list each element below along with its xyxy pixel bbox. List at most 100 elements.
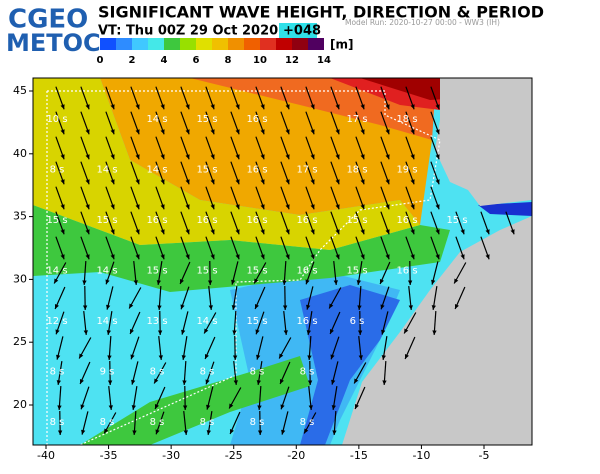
period-label: 16 s — [396, 215, 417, 226]
arrow-head — [279, 353, 284, 359]
period-label: 18 s — [396, 114, 417, 125]
arrow-head — [307, 355, 312, 360]
period-label: 8 s — [200, 417, 215, 428]
arrow-head — [260, 204, 265, 210]
period-label: 16 s — [146, 215, 167, 226]
period-label: 15 s — [246, 266, 267, 277]
valid-time: VT: Thu 00Z 29 Oct 2020 — [98, 24, 278, 39]
period-label: 8 s — [150, 367, 165, 378]
y-tick-label: 20 — [13, 398, 27, 411]
colorbar-tick-label: 0 — [97, 55, 104, 66]
arrow-head — [185, 179, 190, 185]
map-field — [32, 77, 533, 446]
arrow-head — [135, 104, 140, 110]
arrow-head — [354, 378, 359, 384]
y-tick-label: 25 — [13, 335, 27, 348]
arrow-head — [210, 179, 215, 185]
colorbar-tick-label: 6 — [193, 55, 200, 66]
arrow-head — [235, 204, 240, 210]
period-label: 8 s — [50, 417, 65, 428]
x-tick-label: -30 — [162, 449, 180, 462]
period-label: 10 s — [46, 114, 67, 125]
period-label: 8 s — [200, 367, 215, 378]
axes: -40 -35 -30 -25 -20 -15 -10 -5 20 25 30 35 40 45 — [13, 84, 489, 462]
colorbar-tick-label: 2 — [129, 55, 136, 66]
arrow-head — [210, 254, 215, 260]
period-label: 8 s — [250, 367, 265, 378]
arrow-head — [510, 229, 515, 235]
arrow-head — [331, 379, 336, 385]
period-label: 8 s — [100, 417, 115, 428]
arrow-head — [131, 379, 136, 385]
arrow-head — [385, 104, 390, 110]
arrow-head — [83, 330, 88, 335]
arrow-head — [110, 229, 115, 235]
arrow-head — [105, 279, 110, 285]
arrow-head — [135, 204, 140, 210]
x-tick-label: -35 — [100, 449, 118, 462]
period-label: 8 s — [250, 417, 265, 428]
arrow-head — [485, 229, 490, 235]
arrow-head — [335, 204, 340, 210]
arrow-head — [135, 129, 140, 135]
arrow-head — [335, 254, 340, 260]
arrow-head — [329, 303, 334, 309]
arrow-head — [185, 104, 190, 110]
arrow-head — [60, 179, 65, 185]
arrow-head — [179, 278, 184, 284]
arrow-head — [185, 254, 190, 260]
colorbar-swatch — [308, 38, 324, 50]
arrow-head — [129, 303, 134, 309]
arrow-head — [310, 129, 315, 135]
arrow-head — [54, 278, 59, 284]
arrow-head — [232, 330, 237, 335]
arrow-head — [310, 104, 315, 110]
forecast-badge — [279, 23, 317, 39]
arrow-head — [110, 179, 115, 185]
arrow-head — [307, 380, 313, 385]
arrow-head — [85, 254, 90, 260]
period-label: 8 s — [300, 417, 315, 428]
logo-top: CGEO — [8, 5, 88, 35]
arrow-head — [210, 229, 215, 235]
period-label: 14 s — [146, 114, 167, 125]
period-label: 14 s — [96, 165, 117, 176]
x-tick-label: -20 — [287, 449, 305, 462]
arrow-head — [231, 305, 236, 310]
arrow-head — [454, 303, 459, 309]
arrow-head — [85, 154, 90, 160]
arrow-head — [329, 328, 334, 334]
arrow-head — [360, 254, 365, 260]
arrow-head — [306, 330, 311, 335]
arrow-head — [54, 303, 59, 309]
period-label: 14 s — [96, 316, 117, 327]
arrow-head — [310, 154, 315, 160]
arrow-head — [308, 405, 313, 410]
arrow-head — [85, 129, 90, 135]
period-label: 15 s — [196, 165, 217, 176]
arrow-head — [60, 254, 65, 260]
period-label: 14 s — [46, 266, 67, 277]
colorbar-swatch — [132, 38, 148, 50]
period-label: 15 s — [446, 215, 467, 226]
arrow-head — [130, 354, 135, 360]
period-label: 15 s — [246, 316, 267, 327]
arrow-head — [229, 403, 234, 409]
arrow-head — [82, 305, 88, 310]
arrow-head — [60, 229, 65, 235]
arrow-head — [235, 104, 240, 110]
arrow-head — [231, 279, 236, 285]
arrow-head — [360, 229, 365, 235]
arrow-head — [281, 429, 286, 435]
arrow-head — [410, 104, 415, 110]
colorbar-unit: [m] — [330, 38, 353, 52]
arrow-head — [385, 129, 390, 135]
arrow-head — [360, 154, 365, 160]
period-label: 15 s — [146, 266, 167, 277]
arrow-head — [132, 430, 137, 435]
x-tick-label: -5 — [479, 449, 490, 462]
arrow-head — [160, 104, 165, 110]
logo-bottom: METOC — [6, 29, 101, 57]
arrow-head — [305, 279, 310, 285]
arrow-head — [107, 355, 112, 360]
